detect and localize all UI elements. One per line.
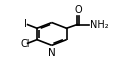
Text: I: I	[24, 19, 27, 29]
Text: NH₂: NH₂	[90, 20, 108, 30]
Text: N: N	[48, 48, 56, 58]
Text: O: O	[74, 5, 82, 15]
Text: Cl: Cl	[20, 39, 30, 49]
